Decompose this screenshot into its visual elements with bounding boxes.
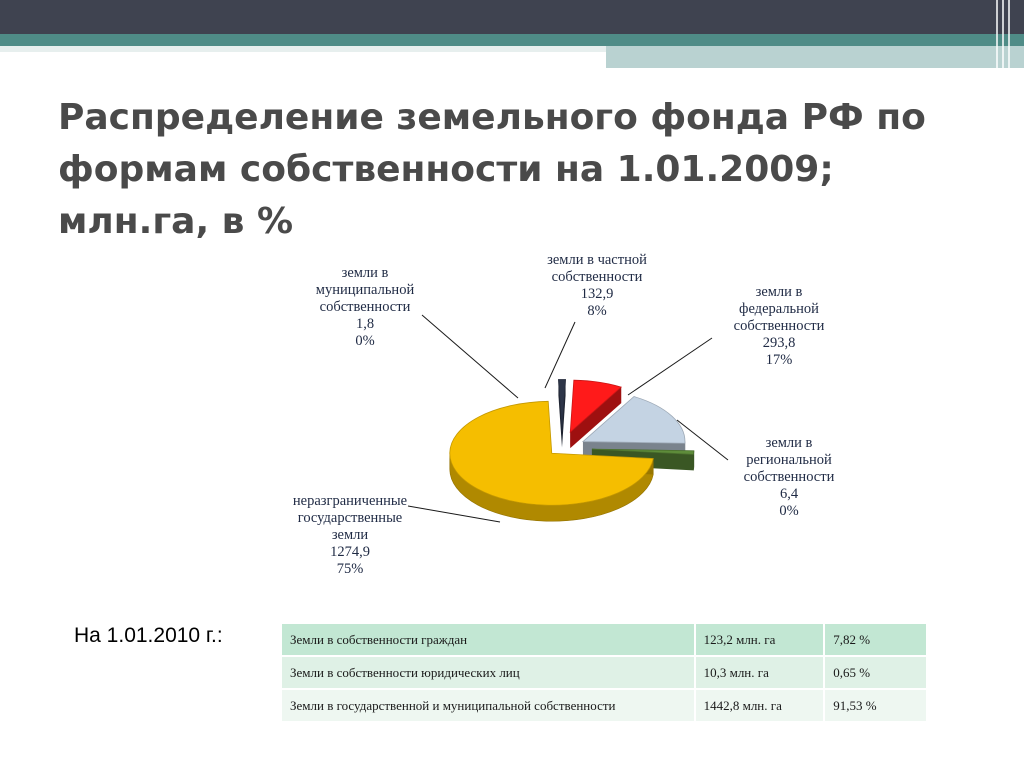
row-area: 123,2 млн. га [694,624,826,657]
slice-value: 1,8 [356,316,374,332]
slice-label: неразграниченные государственные земли 1274… [293,493,407,577]
slice-percent: 17% [766,352,793,368]
leader-line [627,337,713,396]
decorative-lines [994,0,1016,70]
table-row: Земли в собственности граждан 123,2 млн.… [282,624,928,657]
slice-percent: 8% [587,303,606,319]
slice-label-line: земли в [766,435,813,451]
title-line: Распределение земельного фонда РФ по [58,97,926,138]
leader-line [407,505,501,523]
slice-label-line: федеральной [739,301,819,317]
slice-label-line: собственности [320,299,411,315]
table-caption: На 1.01.2010 г.: [74,624,223,647]
pie-tops [449,379,695,506]
row-share: 91,53 % [824,689,928,723]
pie-slice [449,400,654,506]
row-area: 1442,8 млн. га [694,689,826,723]
slice-label-line: земли [332,527,369,543]
top-bar [0,0,1024,34]
row-name: Земли в собственности юридических лиц [282,656,696,690]
accent-stripe-right [606,46,1024,68]
slice-percent: 75% [337,561,364,577]
slice-label-line: государственные [298,510,403,526]
slice-value: 1274,9 [330,544,370,560]
pie-slice [581,396,686,444]
slice-label-line: региональной [746,452,832,468]
row-name: Земли в государственной и муниципальной … [282,689,696,723]
table-row: Земли в собственности юридических лиц 10… [282,656,928,690]
slice-value: 293,8 [763,335,796,351]
slice-label-line: собственности [552,269,643,285]
slice-label-line: неразграниченные [293,493,407,509]
row-share: 0,65 % [824,656,928,690]
slice-value: 132,9 [581,286,614,302]
leader-line [544,321,576,389]
slice-percent: 0% [355,333,374,349]
land-ownership-table: Земли в собственности граждан 123,2 млн.… [282,624,928,723]
slice-label-line: земли в [756,284,803,300]
slice-label-line: земли в частной [547,252,647,268]
slice-label: земли в частной собственности 132,9 8% [547,252,647,319]
slice-label: земли в муниципальной собственности 1,8 0% [316,265,415,349]
slice-label-line: муниципальной [316,282,415,298]
slice-label-line: собственности [744,469,835,485]
table-row: Земли в государственной и муниципальной … [282,689,928,723]
accent-stripe-light [0,46,606,52]
slice-label: земли в федеральной собственности 293,8 17% [734,284,825,368]
title-line: формам собственности на 1.01.2009; [58,149,834,190]
pie-slice [558,379,566,432]
leader-line [421,314,519,399]
row-area: 10,3 млн. га [694,656,826,690]
slice-value: 6,4 [780,486,799,502]
title-line: млн.га, в % [58,201,294,242]
accent-stripe [0,34,1024,46]
leader-line [676,419,729,461]
pie-slice [569,379,623,434]
row-name: Земли в собственности граждан [282,624,696,657]
slice-label-line: собственности [734,318,825,334]
slice-label-line: земли в [342,265,389,281]
slice-percent: 0% [779,503,798,519]
row-share: 7,82 % [824,624,928,657]
pie-slice [591,448,695,455]
pie-slice-wall [570,387,622,449]
slice-label: земли в региональной собственности 6,4 0% [744,435,835,519]
slide-title: Распределение земельного фонда РФ по фор… [58,92,958,248]
